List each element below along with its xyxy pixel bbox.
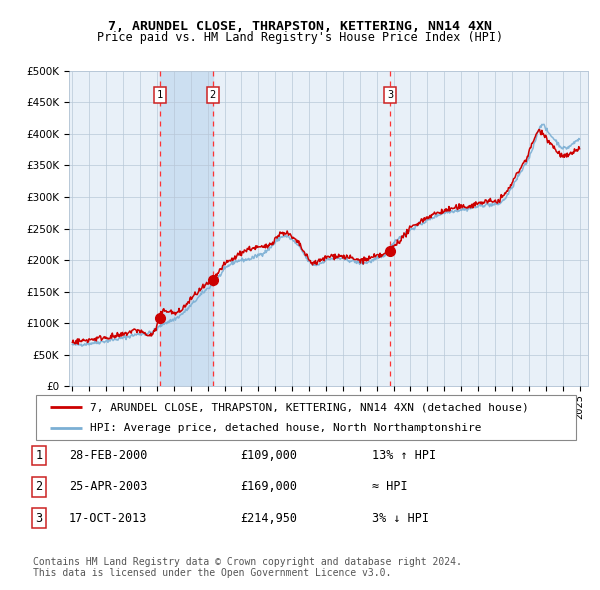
Text: 1: 1 [157, 90, 163, 100]
Text: £109,000: £109,000 [240, 449, 297, 462]
Text: 3: 3 [387, 90, 393, 100]
FancyBboxPatch shape [36, 395, 576, 440]
Text: 7, ARUNDEL CLOSE, THRAPSTON, KETTERING, NN14 4XN: 7, ARUNDEL CLOSE, THRAPSTON, KETTERING, … [108, 20, 492, 33]
Text: 17-OCT-2013: 17-OCT-2013 [69, 512, 148, 525]
Text: £214,950: £214,950 [240, 512, 297, 525]
Text: 13% ↑ HPI: 13% ↑ HPI [372, 449, 436, 462]
Text: Price paid vs. HM Land Registry's House Price Index (HPI): Price paid vs. HM Land Registry's House … [97, 31, 503, 44]
Text: Contains HM Land Registry data © Crown copyright and database right 2024.: Contains HM Land Registry data © Crown c… [33, 557, 462, 566]
Bar [160, 71, 213, 386]
Text: This data is licensed under the Open Government Licence v3.0.: This data is licensed under the Open Gov… [33, 569, 391, 578]
Text: 28-FEB-2000: 28-FEB-2000 [69, 449, 148, 462]
Text: 3% ↓ HPI: 3% ↓ HPI [372, 512, 429, 525]
Text: HPI: Average price, detached house, North Northamptonshire: HPI: Average price, detached house, Nort… [90, 422, 482, 432]
Text: 7, ARUNDEL CLOSE, THRAPSTON, KETTERING, NN14 4XN (detached house): 7, ARUNDEL CLOSE, THRAPSTON, KETTERING, … [90, 402, 529, 412]
Text: 2: 2 [35, 480, 43, 493]
Text: 1: 1 [35, 449, 43, 462]
Text: £169,000: £169,000 [240, 480, 297, 493]
Text: 3: 3 [35, 512, 43, 525]
Text: ≈ HPI: ≈ HPI [372, 480, 407, 493]
Text: 25-APR-2003: 25-APR-2003 [69, 480, 148, 493]
Text: 2: 2 [210, 90, 216, 100]
